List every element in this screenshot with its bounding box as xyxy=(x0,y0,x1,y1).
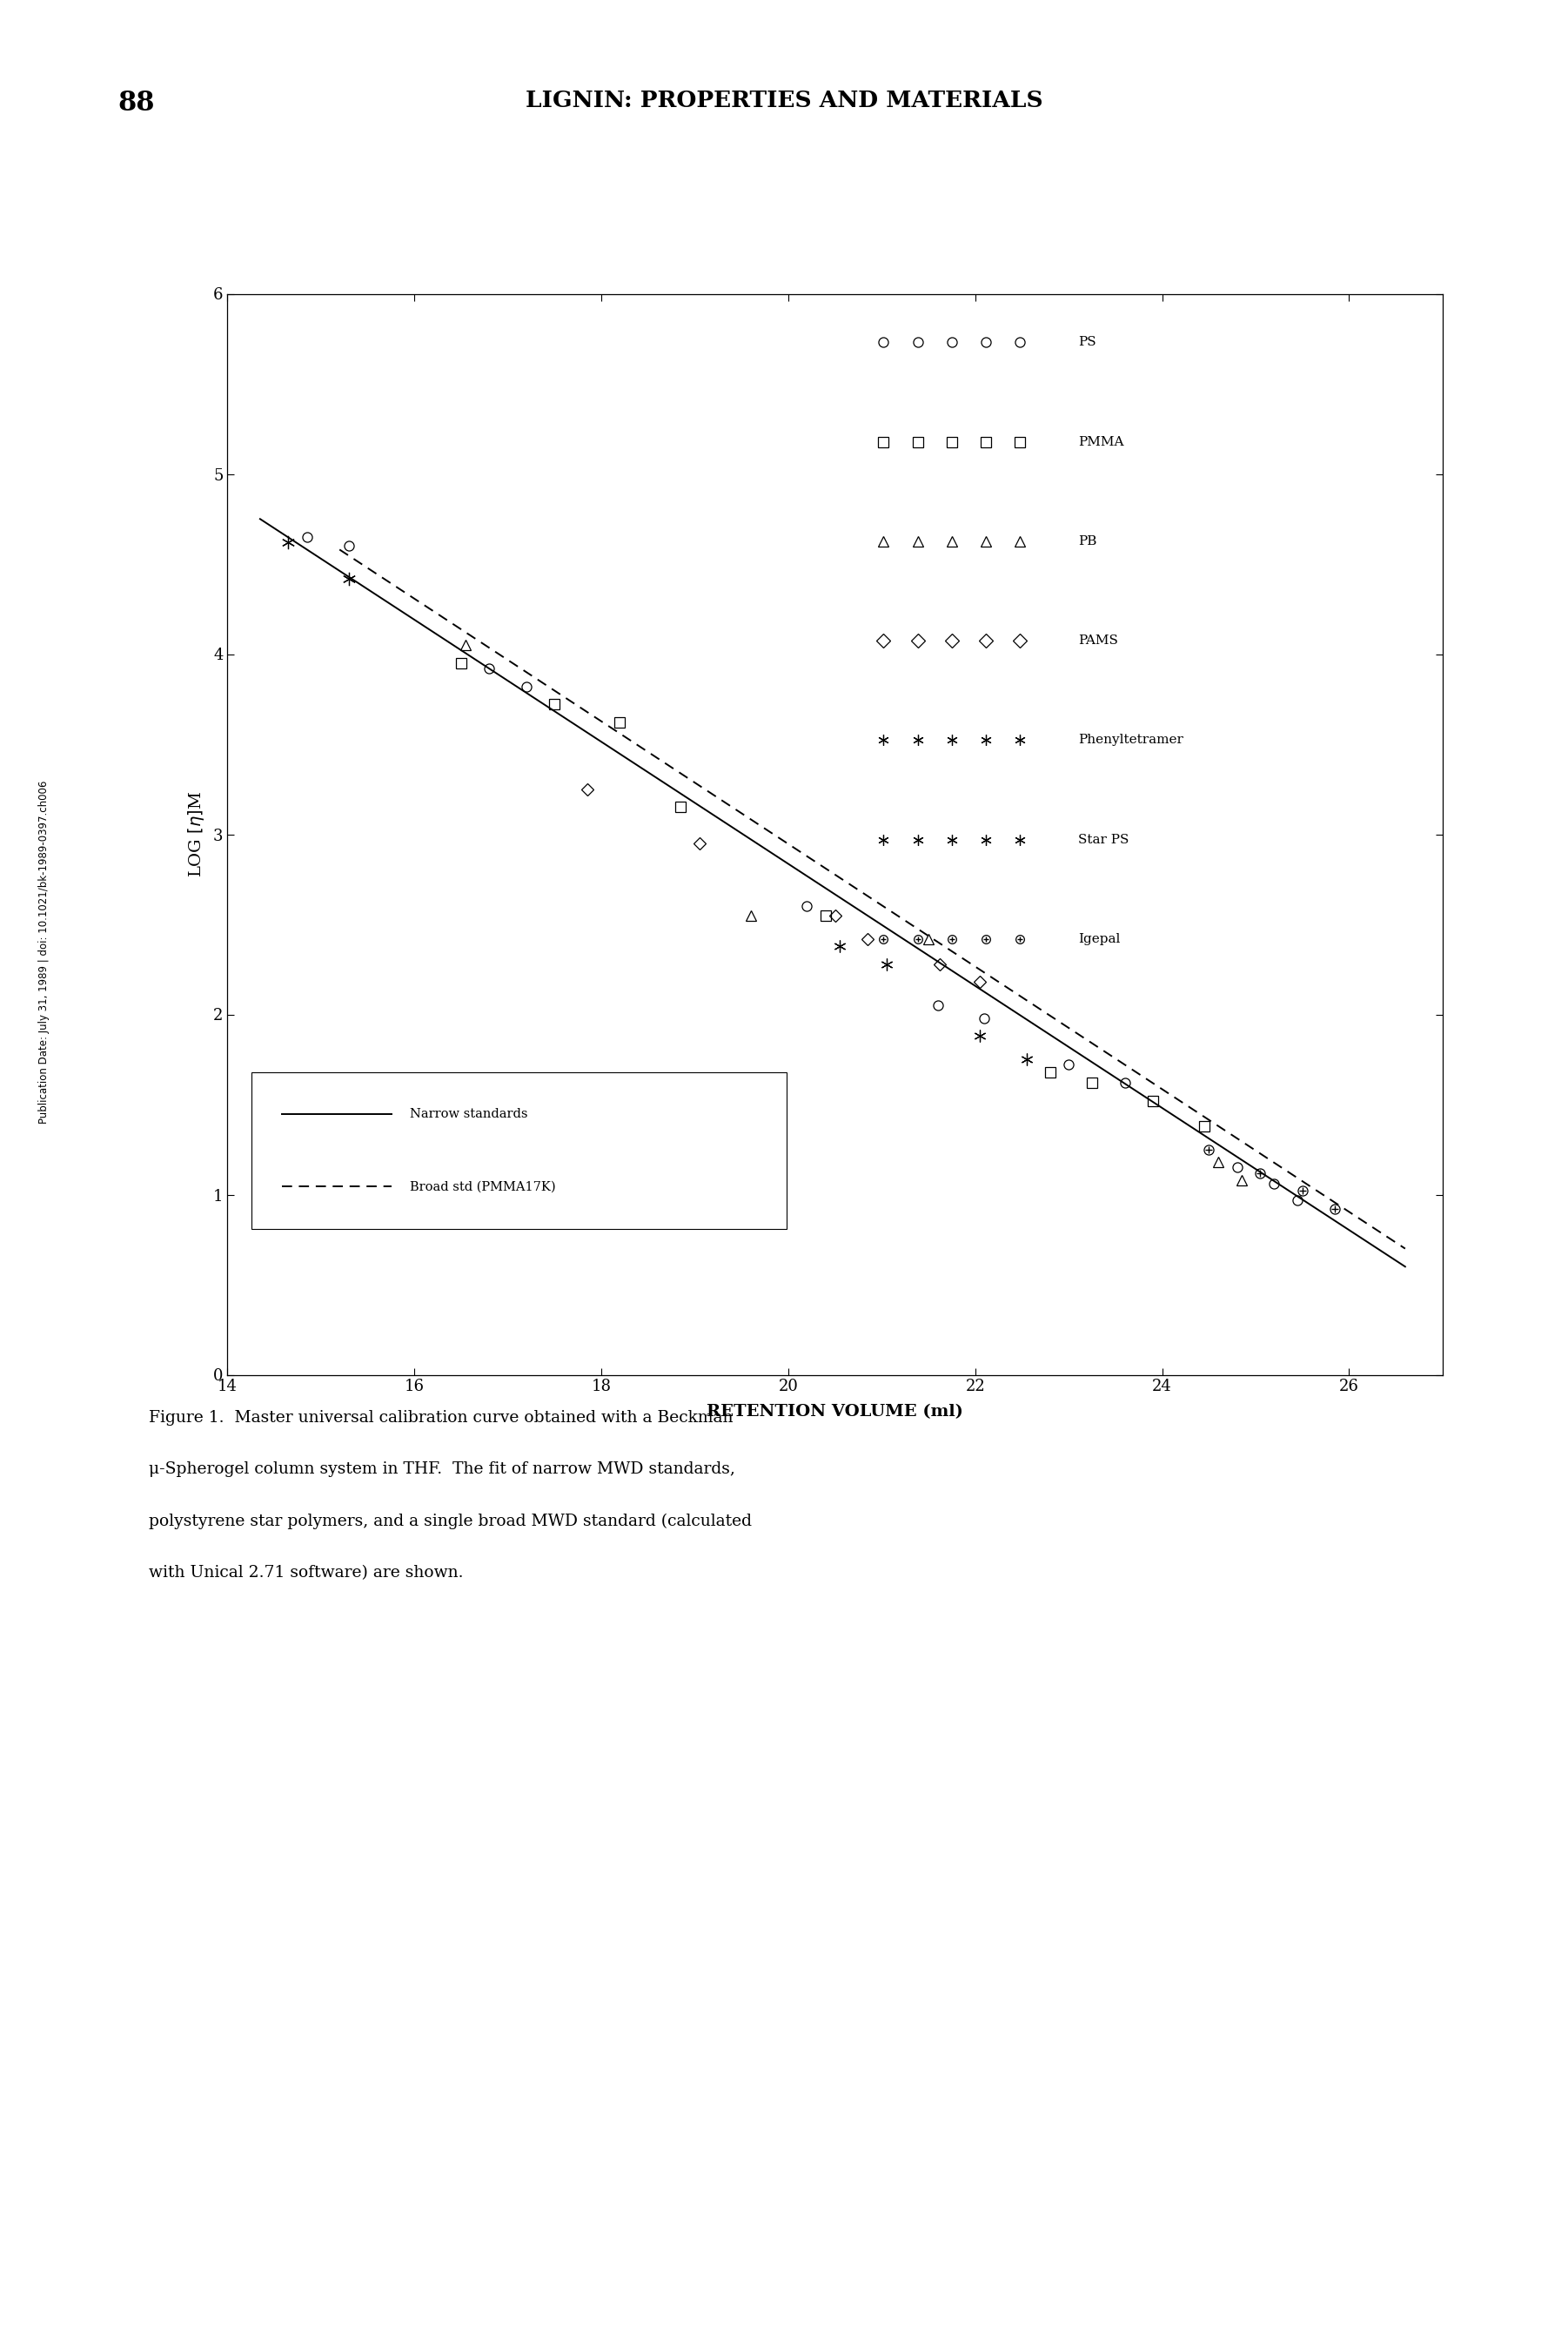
Text: Narrow standards: Narrow standards xyxy=(409,1109,527,1121)
Text: polystyrene star polymers, and a single broad MWD standard (calculated: polystyrene star polymers, and a single … xyxy=(149,1513,753,1530)
Text: PAMS: PAMS xyxy=(1079,634,1118,646)
Text: μ-Spherogel column system in THF.  The fit of narrow MWD standards,: μ-Spherogel column system in THF. The fi… xyxy=(149,1462,735,1478)
Text: PB: PB xyxy=(1079,536,1096,548)
Text: 88: 88 xyxy=(118,89,155,115)
Text: Figure 1.  Master universal calibration curve obtained with a Beckman: Figure 1. Master universal calibration c… xyxy=(149,1410,734,1426)
X-axis label: RETENTION VOLUME (ml): RETENTION VOLUME (ml) xyxy=(707,1405,963,1419)
Text: PMMA: PMMA xyxy=(1079,435,1124,449)
FancyBboxPatch shape xyxy=(251,1072,787,1229)
Y-axis label: LOG $[\eta]$M: LOG $[\eta]$M xyxy=(187,792,205,877)
Text: Igepal: Igepal xyxy=(1079,933,1120,945)
Text: Publication Date: July 31, 1989 | doi: 10.1021/bk-1989-0397.ch006: Publication Date: July 31, 1989 | doi: 1… xyxy=(38,780,50,1123)
Text: PS: PS xyxy=(1079,336,1096,348)
Text: Broad std (PMMA17K): Broad std (PMMA17K) xyxy=(409,1180,555,1191)
Text: LIGNIN: PROPERTIES AND MATERIALS: LIGNIN: PROPERTIES AND MATERIALS xyxy=(525,89,1043,110)
Text: Star PS: Star PS xyxy=(1079,834,1129,846)
Text: Phenyltetramer: Phenyltetramer xyxy=(1079,733,1184,747)
Text: with Unical 2.71 software) are shown.: with Unical 2.71 software) are shown. xyxy=(149,1565,464,1582)
